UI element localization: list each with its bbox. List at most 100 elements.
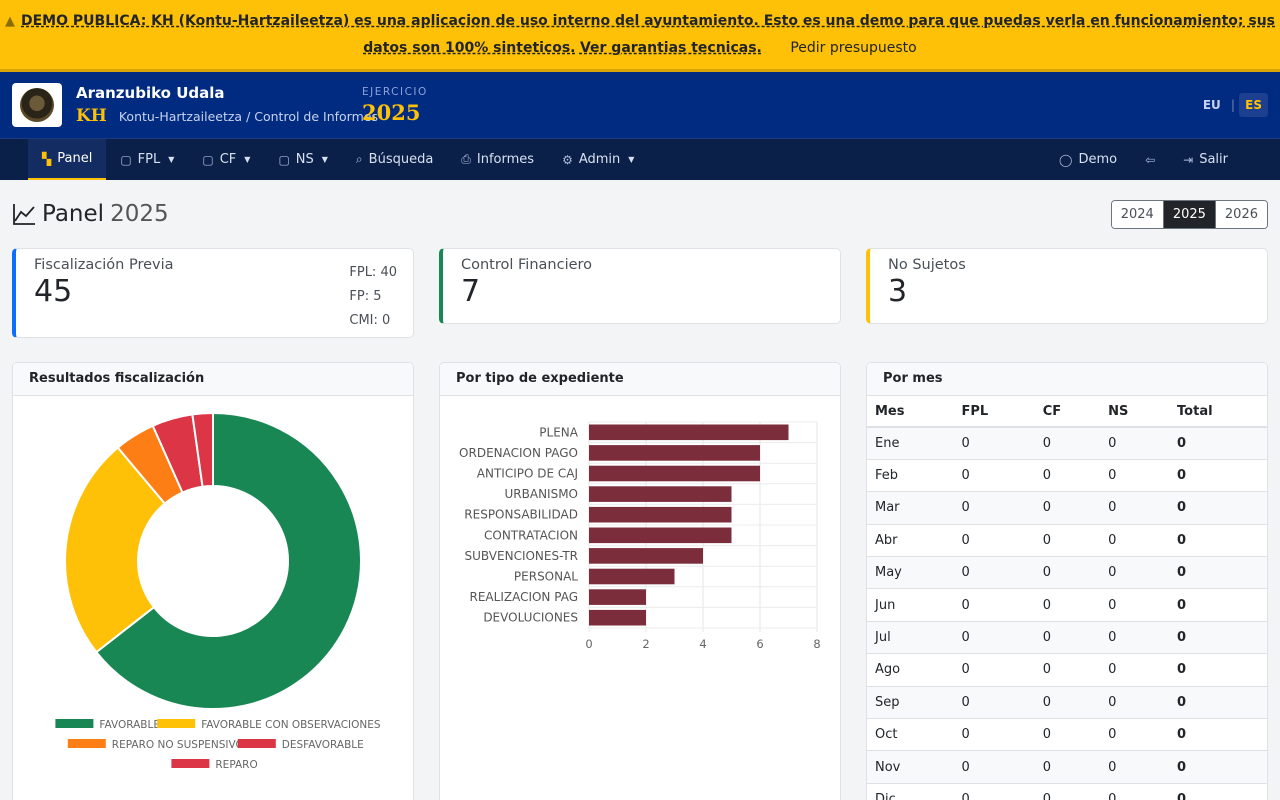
- legend-label[interactable]: DESFAVORABLE: [282, 739, 364, 751]
- table-cell: 0: [953, 427, 1035, 460]
- table-cell: 0: [1100, 427, 1170, 460]
- bar-ordenacion-pago[interactable]: [589, 445, 760, 461]
- nav-ns[interactable]: ▢ NS ▼: [264, 139, 341, 180]
- results-donut-chart: FAVORABLE FAVORABLE CON OBSERVACIONES REPA…: [55, 411, 381, 771]
- document-icon: ▢: [278, 152, 290, 167]
- bar-subvenciones-tr[interactable]: [589, 548, 703, 564]
- nav-busqueda[interactable]: ⌕ Búsqueda: [342, 139, 447, 180]
- panel-mes: Por mes Mes FPL CF NS Total Ene 0 0 0 0 Feb 0 0 0 0 Ma…: [866, 362, 1268, 800]
- table-cell: 0: [953, 491, 1035, 525]
- legend-label[interactable]: FAVORABLE CON OBSERVACIONES: [201, 719, 381, 731]
- request-quote-link[interactable]: Pedir presupuesto: [790, 40, 917, 56]
- table-row: Sep 0 0 0 0: [867, 686, 1267, 720]
- panel-title: Por tipo de expediente: [440, 363, 840, 396]
- nav-informes-label: Informes: [476, 152, 535, 167]
- legend-label[interactable]: FAVORABLE: [99, 719, 160, 731]
- donut-slice-reparo[interactable]: [191, 411, 214, 488]
- table-row: Feb 0 0 0 0: [867, 459, 1267, 493]
- bar-responsabilidad[interactable]: [589, 506, 732, 523]
- table-cell: 0: [1169, 621, 1267, 655]
- table-cell: 0: [1169, 491, 1267, 525]
- technical-guarantees-link[interactable]: Ver garantias tecnicas.: [579, 40, 762, 56]
- town-seal-icon: [20, 88, 54, 122]
- exercise-year: 2025: [362, 100, 421, 125]
- year-2024-button[interactable]: 2024: [1111, 200, 1163, 228]
- legend-swatch: [67, 739, 106, 748]
- card-no-sujetos[interactable]: No Sujetos 3: [866, 248, 1268, 324]
- bar-personal[interactable]: [589, 568, 675, 585]
- year-2025-button[interactable]: 2025: [1162, 200, 1215, 228]
- logout-icon: ⇥: [1183, 152, 1194, 167]
- table-cell: 0: [1034, 750, 1101, 784]
- y-tick-label: PERSONAL: [514, 570, 578, 584]
- nav-cf[interactable]: ▢ CF ▼: [188, 139, 264, 180]
- card-fiscalizacion-previa[interactable]: Fiscalización Previa 45 FPL: 40 FP: 5 CM…: [12, 248, 414, 338]
- bar-urbanismo[interactable]: [589, 486, 732, 502]
- bar-anticipo-de-caj[interactable]: [589, 465, 760, 482]
- table-cell: 0: [953, 524, 1035, 558]
- year-selector: 2024 2025 2026: [1110, 199, 1268, 229]
- table-cell: Oct: [867, 718, 954, 752]
- year-2026-button[interactable]: 2026: [1214, 200, 1267, 228]
- legend-swatch: [157, 719, 196, 728]
- table-cell: 0: [953, 686, 1035, 720]
- x-tick-label: 2: [642, 637, 649, 651]
- bar-realizacion-pag[interactable]: [589, 589, 646, 605]
- legend-swatch: [237, 739, 276, 748]
- table-row: Dic 0 0 0 0: [867, 783, 1267, 800]
- nav-logout[interactable]: ⇥ Salir: [1169, 139, 1242, 180]
- dashboard-icon: ▚: [42, 151, 52, 166]
- nav-user[interactable]: ◯ Demo: [1045, 139, 1131, 180]
- nav-fpl[interactable]: ▢ FPL ▼: [106, 139, 188, 180]
- table-cell: 0: [1169, 588, 1267, 622]
- table-cell: Ene: [867, 427, 954, 460]
- breakdown-cmi: CMI: 0: [349, 313, 391, 328]
- table-cell: 0: [953, 588, 1035, 622]
- demo-banner: ▲ DEMO PUBLICA: KH (Kontu-Hartzaileetza) …: [0, 0, 1280, 72]
- summary-cards: Fiscalización Previa 45 FPL: 40 FP: 5 CM…: [12, 248, 1268, 338]
- bar-contratacion[interactable]: [589, 527, 732, 544]
- town-logo[interactable]: [12, 83, 62, 127]
- table-cell: 0: [1169, 459, 1267, 493]
- table-cell: 0: [1100, 621, 1170, 655]
- column-header: NS: [1100, 396, 1170, 428]
- table-row: Oct 0 0 0 0: [867, 718, 1267, 752]
- table-cell: 0: [1169, 718, 1267, 752]
- donut-slice-favorable[interactable]: [94, 411, 362, 710]
- lang-eu-button[interactable]: EU: [1202, 98, 1221, 112]
- legend-label[interactable]: REPARO: [215, 759, 257, 771]
- table-cell: 0: [1034, 718, 1101, 752]
- table-cell: 0: [1034, 524, 1101, 558]
- table-cell: 0: [1034, 686, 1101, 720]
- table-cell: 0: [1169, 524, 1267, 558]
- chevron-down-icon: ▼: [168, 155, 175, 164]
- y-tick-label: REALIZACION PAG: [470, 590, 579, 604]
- table-cell: 0: [1100, 459, 1170, 493]
- table-cell: 0: [1100, 750, 1170, 784]
- lang-es-button[interactable]: ES: [1239, 93, 1268, 117]
- nav-panel[interactable]: ▚ Panel: [28, 139, 107, 180]
- y-tick-label: RESPONSABILIDAD: [464, 508, 578, 522]
- panel-title: Resultados fiscalización: [13, 363, 413, 396]
- nav-informes[interactable]: ⎙ Informes: [447, 139, 548, 180]
- table-cell: 0: [953, 783, 1035, 800]
- legend-label[interactable]: REPARO NO SUSPENSIVO: [112, 739, 244, 751]
- nav-admin[interactable]: ⚙ Admin ▼: [548, 139, 648, 180]
- table-cell: 0: [1100, 556, 1170, 590]
- table-cell: 0: [1034, 588, 1101, 622]
- table-cell: 0: [953, 718, 1035, 752]
- card-control-financiero[interactable]: Control Financiero 7: [439, 248, 841, 324]
- bar-devoluciones[interactable]: [589, 609, 646, 626]
- bar-plena[interactable]: [589, 424, 789, 441]
- table-cell: Feb: [867, 459, 954, 493]
- table-cell: 0: [953, 653, 1035, 687]
- panel-resultados: Resultados fiscalización FAVORABLE FAVORA…: [12, 362, 414, 800]
- table-cell: 0: [1169, 686, 1267, 720]
- table-cell: 0: [1034, 783, 1101, 800]
- exercise-label: EJERCICIO: [362, 86, 428, 98]
- nav-back[interactable]: ⇦: [1131, 139, 1169, 180]
- donut-slice-favorable-con-observaciones[interactable]: [64, 446, 167, 654]
- table-cell: 0: [1034, 621, 1101, 655]
- banner-text: DEMO PUBLICA: KH (Kontu-Hartzaileetza) e…: [21, 13, 1275, 56]
- table-row: Ago 0 0 0 0: [867, 653, 1267, 687]
